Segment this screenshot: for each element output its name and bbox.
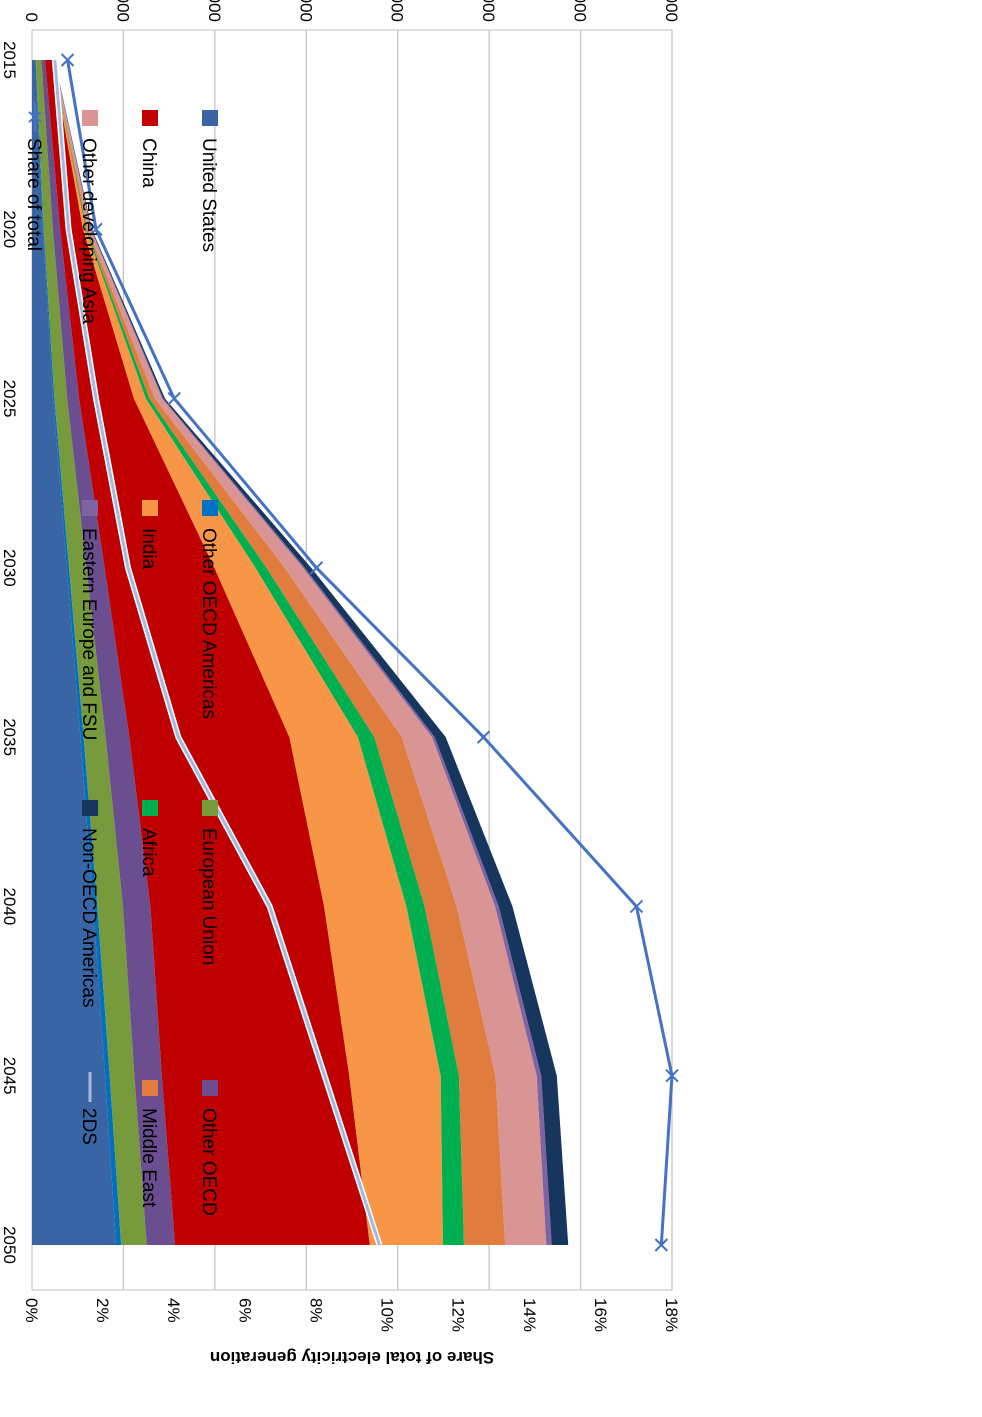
marker-share-of-total	[654, 1238, 669, 1252]
area-european-union	[35, 60, 147, 1245]
legend-label: 2DS	[78, 1108, 99, 1145]
x-tick-label: 2035	[0, 718, 19, 756]
legend-swatch	[142, 500, 158, 516]
legend-swatch	[142, 1080, 158, 1096]
legend-item-china: China	[138, 110, 159, 188]
y2-tick-label: 4%	[164, 1298, 183, 1323]
y2-tick-label: 6%	[235, 1298, 254, 1323]
legend-swatch	[142, 800, 158, 816]
y-tick-label: 7 000	[662, 0, 681, 22]
y-tick-label: 0	[22, 13, 41, 22]
legend-item-middle-east: Middle East	[138, 1080, 159, 1208]
line-2ds	[53, 59, 381, 1246]
legend-label: Middle East	[138, 1108, 159, 1208]
legend-label: Eastern Europe and FSU	[78, 528, 99, 740]
legend-item-2ds: 2DS	[78, 1072, 99, 1145]
x-tick-label: 2045	[0, 1057, 19, 1095]
y-tick-label: 6 000	[571, 0, 590, 22]
legend-item-european-union: European Union	[198, 800, 219, 965]
y2-tick-label: 10%	[378, 1298, 397, 1332]
rotated-chart: 0 1 000 2 000 3 000 4 000 5 000 6 000 7 000 0% 2%…	[0, 0, 681, 1367]
legend-swatch	[202, 800, 218, 816]
marker-share-of-total	[309, 561, 324, 575]
legend-swatch	[142, 110, 158, 126]
legend-label: Other OECD Americas	[198, 528, 219, 719]
y2-tick-label: 12%	[449, 1298, 468, 1332]
y2-tick-label: 2%	[93, 1298, 112, 1323]
y2-tick-label: 0%	[22, 1298, 41, 1323]
y-tick-label: 5 000	[479, 0, 498, 22]
legend-swatch	[82, 500, 98, 516]
legend-swatch	[202, 500, 218, 516]
legend-label: Other OECD	[198, 1108, 219, 1216]
marker-share-of-total	[476, 730, 491, 744]
legend-label: Africa	[138, 828, 159, 877]
area-india	[52, 60, 443, 1245]
marker-share-of-total	[89, 222, 103, 236]
marker-share-of-total	[60, 53, 75, 67]
y-tick-label: 3 000	[296, 0, 315, 22]
y2-tick-label: 18%	[662, 1298, 681, 1332]
marker-share-of-total	[629, 899, 644, 914]
x-tick-label: 2015	[0, 41, 19, 79]
legend-label: China	[138, 138, 159, 188]
legend-item-other-oecd: Other OECD	[198, 1080, 219, 1216]
y-tick-label: 1 000	[113, 0, 132, 22]
legend-label: United States	[198, 138, 219, 252]
legend-label: Other developing Asia	[78, 138, 99, 324]
y-tick-label: 2 000	[205, 0, 224, 22]
legend-swatch	[82, 110, 98, 126]
x-tick-label: 2025	[0, 380, 19, 418]
y2-axis-title: Share of total electricity generation	[210, 1348, 494, 1367]
legend-label: India	[138, 528, 159, 570]
legend-item-other-developing-asia: Other developing Asia	[78, 110, 99, 324]
legend-item-other-oecd-americas: Other OECD Americas	[198, 500, 219, 719]
marker-share-of-total	[665, 1069, 679, 1083]
y-tick-label: 4 000	[388, 0, 407, 22]
area-other-oecd-americas	[35, 60, 122, 1245]
x-tick-label: 2040	[0, 888, 19, 926]
legend-item-non-oecd-americas: Non-OECD Americas	[78, 800, 99, 1008]
y2-tick-label: 8%	[306, 1298, 325, 1323]
legend-label: Non-OECD Americas	[78, 828, 99, 1008]
legend-swatch	[202, 110, 218, 126]
legend-item-india: India	[138, 500, 159, 570]
y2-tick-label: 14%	[520, 1298, 539, 1332]
x-tick-label: 2020	[0, 210, 19, 248]
area-united-states	[32, 60, 117, 1245]
marker-share-of-total	[167, 391, 181, 406]
legend-swatch	[202, 1080, 218, 1096]
legend-swatch	[82, 800, 98, 816]
x-tick-label: 2050	[0, 1226, 19, 1264]
y2-tick-label: 16%	[591, 1298, 610, 1332]
legend-item-africa: Africa	[138, 800, 159, 877]
area-china	[45, 60, 370, 1245]
legend-label: Share of total	[23, 138, 44, 251]
legend-item-eastern-europe-and-fsu: Eastern Europe and FSU	[78, 500, 99, 740]
area-other-oecd	[41, 60, 176, 1245]
legend-label: European Union	[198, 828, 219, 965]
line-share-of-total	[66, 59, 674, 1246]
legend-item-united-states: United States	[198, 110, 219, 252]
legend-item-share-of-total: Share of total	[23, 102, 44, 251]
x-tick-label: 2030	[0, 549, 19, 587]
